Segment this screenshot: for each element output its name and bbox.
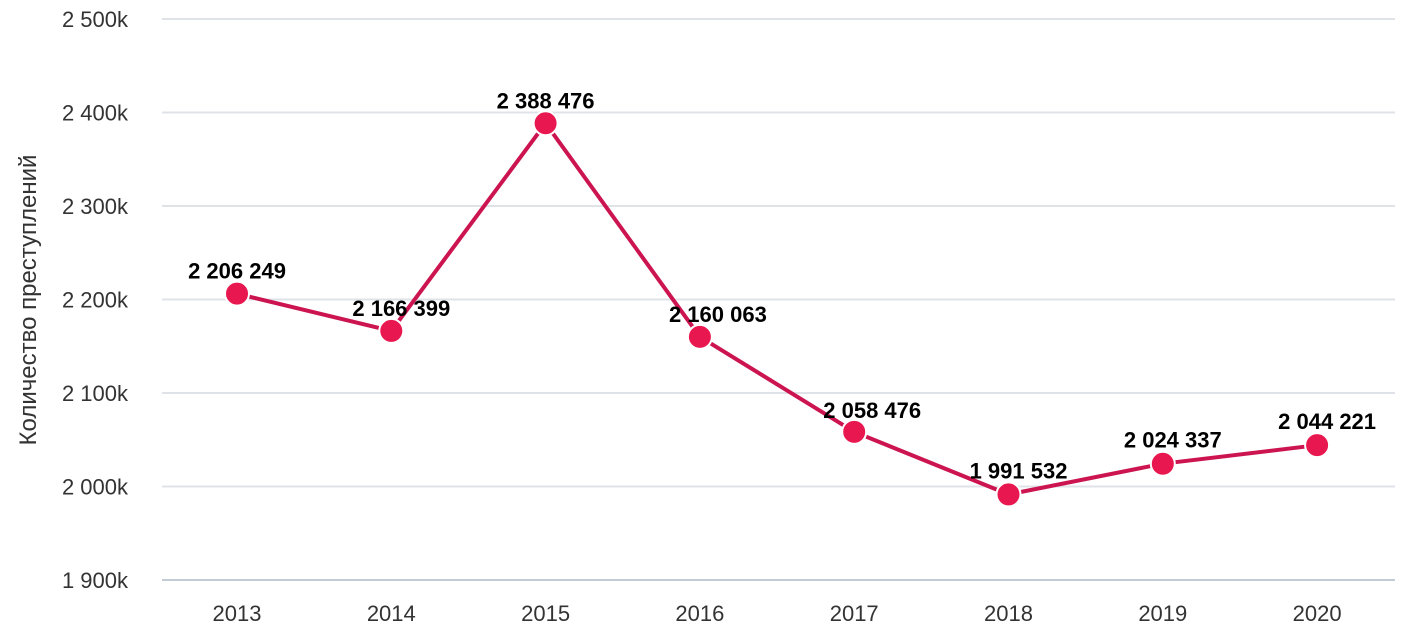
y-axis-ticks: 1 900k 2 000k 2 100k 2 200k 2 300k 2 400k 2 50… — [62, 7, 129, 593]
data-point — [224, 280, 250, 307]
x-tick-label: 2016 — [675, 601, 724, 626]
data-label: 1 991 532 — [970, 458, 1068, 483]
y-tick-label: 2 000k — [62, 475, 129, 500]
data-label: 2 044 221 — [1278, 409, 1376, 434]
data-label: 2 058 476 — [823, 398, 921, 423]
y-tick-label: 2 300k — [62, 194, 129, 219]
data-point — [686, 323, 713, 350]
y-tick-label: 2 500k — [62, 7, 129, 32]
data-labels: 2 206 249 2 166 399 2 388 476 2 160 063 2 05… — [188, 88, 1376, 483]
data-point — [841, 418, 868, 445]
x-tick-label: 2019 — [1138, 601, 1187, 626]
data-label: 2 166 399 — [352, 296, 450, 321]
x-tick-label: 2013 — [213, 601, 262, 626]
x-tick-label: 2017 — [830, 601, 879, 626]
y-tick-label: 1 900k — [62, 568, 129, 593]
y-axis-title: Количество преступлений — [15, 155, 42, 446]
data-point — [995, 481, 1022, 508]
x-axis-ticks: 2013 2014 2015 2016 2017 2018 2019 2020 — [213, 601, 1342, 626]
x-tick-label: 2018 — [984, 601, 1033, 626]
data-label: 2 024 337 — [1124, 428, 1222, 453]
x-tick-label: 2020 — [1293, 601, 1342, 626]
data-point — [378, 317, 405, 344]
y-tick-label: 2 200k — [62, 288, 129, 313]
data-label: 2 388 476 — [497, 88, 595, 113]
x-tick-label: 2014 — [367, 601, 416, 626]
x-tick-label: 2015 — [521, 601, 570, 626]
y-tick-label: 2 100k — [62, 381, 129, 406]
data-label: 2 206 249 — [188, 259, 286, 284]
y-grid — [162, 18, 1395, 581]
data-label: 2 160 063 — [669, 302, 767, 327]
data-point — [532, 110, 559, 137]
series-layer — [224, 110, 1331, 508]
data-point — [1304, 432, 1331, 459]
y-tick-label: 2 400k — [62, 101, 129, 126]
series-line — [235, 121, 1320, 497]
data-point — [1149, 450, 1176, 477]
